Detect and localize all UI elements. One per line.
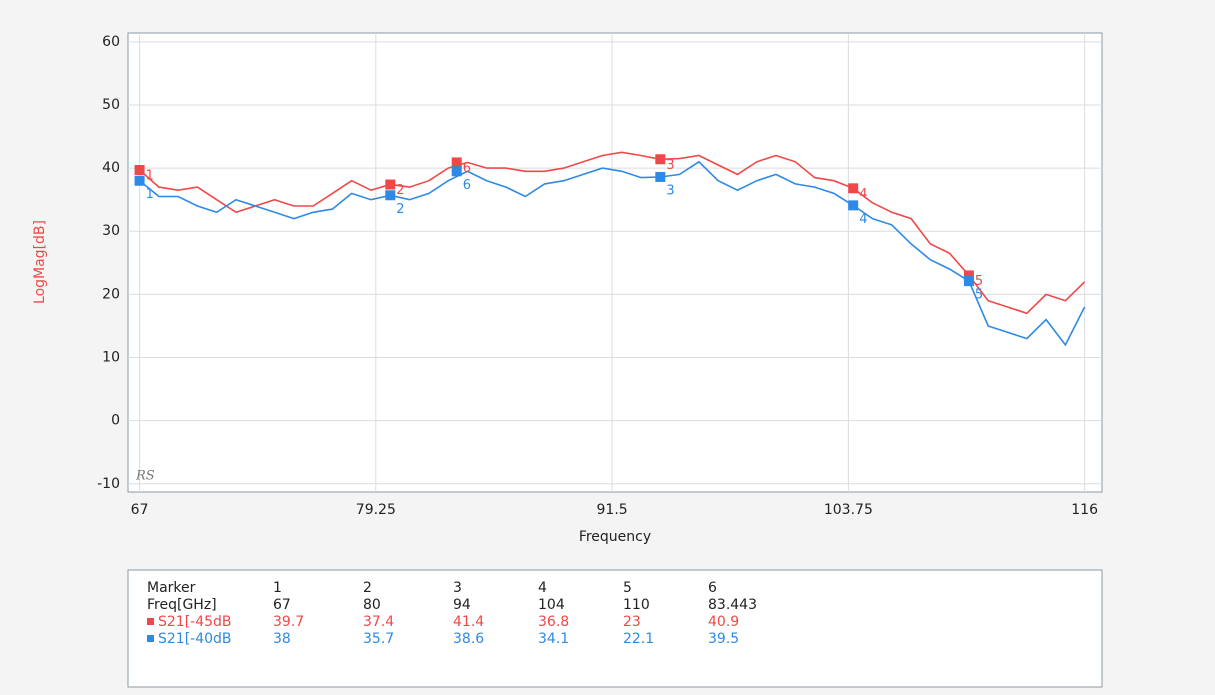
legend-label: S21[-40dB [158, 631, 232, 647]
marker-number: 6 [463, 161, 471, 176]
marker-id: 6 [708, 580, 717, 596]
series-line [139, 151, 1086, 315]
marker-freq: 104 [538, 597, 565, 613]
plot-series [139, 151, 1086, 347]
marker-number: 4 [859, 212, 867, 227]
series-line [139, 160, 1086, 347]
marker-value: 23 [623, 614, 641, 630]
marker-point [848, 183, 859, 194]
marker-freq: 67 [273, 597, 291, 613]
marker-freq: 80 [363, 597, 381, 613]
y-tick-label: -10 [97, 476, 120, 492]
marker-number: 6 [463, 178, 471, 193]
marker-value: 38 [273, 631, 291, 647]
marker-number: 3 [666, 183, 674, 198]
marker-table [127, 569, 1103, 688]
marker-id: 5 [623, 580, 632, 596]
marker-point [385, 190, 396, 201]
marker-number: 1 [146, 169, 154, 184]
marker-value: 37.4 [363, 614, 394, 630]
x-axis-label: Frequency [579, 529, 651, 545]
marker-point [134, 175, 145, 186]
plot-area [127, 32, 1103, 493]
marker-point [451, 166, 462, 177]
x-tick-label: 79.25 [356, 502, 396, 518]
marker-value: 35.7 [363, 631, 394, 647]
marker-number: 5 [975, 274, 983, 289]
x-tick-label: 91.5 [597, 502, 628, 518]
marker-value: 38.6 [453, 631, 484, 647]
marker-freq: 94 [453, 597, 471, 613]
x-tick-label: 67 [131, 502, 149, 518]
marker-number: 1 [146, 187, 154, 202]
x-tick-label: 116 [1071, 502, 1098, 518]
x-tick-label: 103.75 [824, 502, 873, 518]
marker-id: 3 [453, 580, 462, 596]
marker-point [963, 276, 974, 287]
legend-swatch [147, 635, 154, 642]
y-axis-label: LogMag[dB] [32, 220, 48, 304]
y-tick-label: 10 [102, 350, 120, 366]
marker-id: 4 [538, 580, 547, 596]
y-tick-label: 20 [102, 286, 120, 302]
marker-value: 41.4 [453, 614, 484, 630]
marker-number: 2 [396, 183, 404, 198]
marker-point [848, 200, 859, 211]
marker-value: 36.8 [538, 614, 569, 630]
marker-point [385, 179, 396, 190]
marker-id: 1 [273, 580, 282, 596]
marker-point [134, 165, 145, 176]
marker-point [655, 154, 666, 165]
marker-freq: 110 [623, 597, 650, 613]
marker-point [451, 157, 462, 168]
y-tick-label: 60 [102, 34, 120, 50]
marker-point [655, 171, 666, 182]
marker-value: 34.1 [538, 631, 569, 647]
y-tick-label: 30 [102, 223, 120, 239]
marker-value: 39.7 [273, 614, 304, 630]
marker-freq: 83.443 [708, 597, 757, 613]
marker-value: 40.9 [708, 614, 739, 630]
marker-value: 22.1 [623, 631, 654, 647]
y-tick-label: 50 [102, 97, 120, 113]
freq-header: Freq[GHz] [147, 597, 217, 613]
marker-number: 5 [975, 288, 983, 303]
y-tick-label: 40 [102, 160, 120, 176]
marker-header: Marker [147, 580, 196, 596]
marker-number: 3 [666, 158, 674, 173]
y-tick-label: 0 [111, 413, 120, 429]
marker-id: 2 [363, 580, 372, 596]
marker-value: 39.5 [708, 631, 739, 647]
marker-number: 2 [396, 202, 404, 217]
marker-number: 4 [859, 187, 867, 202]
legend-label: S21[-45dB [158, 614, 232, 630]
legend-swatch [147, 618, 154, 625]
marker-point [963, 270, 974, 281]
watermark: RS [135, 469, 155, 484]
